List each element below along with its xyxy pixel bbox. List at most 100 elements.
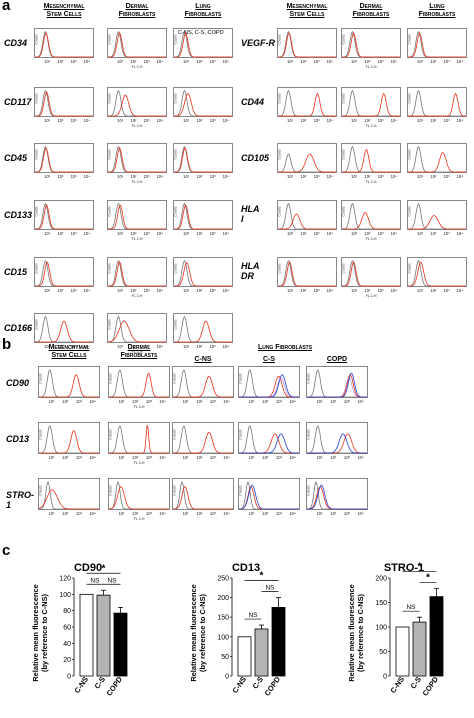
histogram-plot: 10¹ 10² 10³ 10⁴ Counts <box>173 200 233 236</box>
histogram-curve <box>408 215 466 230</box>
histogram-curve <box>108 32 166 58</box>
histogram-plot: 10¹ 10² 10³ 10⁴ Counts <box>38 478 100 516</box>
y-axis-label: Counts <box>173 485 177 496</box>
histogram-plot: 10¹ 10² 10³ 10⁴ Counts <box>407 257 467 293</box>
histogram-plot: 10¹ 10² 10³ 10⁴ Counts <box>172 366 234 404</box>
histogram-curve <box>109 369 169 398</box>
row-label: CD117 <box>4 97 32 107</box>
tick-label: 10¹ <box>119 455 126 460</box>
histogram-curve <box>307 480 367 510</box>
y-axis-label: Counts <box>239 373 243 384</box>
tick-label: 10¹ <box>183 288 190 293</box>
tick-label: 10¹ <box>351 288 358 293</box>
tick-label: 10⁴ <box>157 288 164 293</box>
y-axis-label: Counts <box>408 149 412 160</box>
histogram-curve <box>307 377 367 398</box>
tick-label: 10³ <box>210 455 217 460</box>
significance-label: NS <box>406 604 416 611</box>
category-label: C-S <box>408 675 423 691</box>
y-axis-label: Counts <box>35 263 39 274</box>
tick-label: 10¹ <box>119 511 126 516</box>
row-label: STRO-1 <box>6 490 34 510</box>
y-axis-label: Counts <box>278 149 282 160</box>
histogram-plot: 10¹ 10² 10³ 10⁴ Counts <box>238 478 300 516</box>
y-tick-label: 40 <box>63 641 71 648</box>
x-axis-label: FL 2-H <box>132 65 143 69</box>
tick-label: 10² <box>130 344 137 349</box>
histogram-curve <box>39 425 99 454</box>
histogram-curve <box>342 261 400 287</box>
histogram-curve <box>278 261 336 287</box>
tick-label: 10¹ <box>183 399 190 404</box>
y-axis-label: Relative mean fluorescence <box>189 584 198 681</box>
tick-label: 10² <box>262 455 269 460</box>
histogram-plot: 10¹ 10² 10³ 10⁴ Counts <box>34 313 94 349</box>
histogram-plot: 10¹ 10² 10³ 10⁴ FL 1-H Counts <box>108 478 170 521</box>
histogram-curve <box>278 32 336 58</box>
y-axis-label: Counts <box>109 429 113 440</box>
histogram-plot: 10¹ 10² 10³ 10⁴ Counts <box>407 87 467 123</box>
x-axis-label: FL 2-H <box>132 294 143 298</box>
tick-label: 10³ <box>71 344 78 349</box>
histogram-curve <box>239 375 299 398</box>
tick-label: 10¹ <box>351 231 358 236</box>
histogram-curve <box>39 430 99 454</box>
x-axis-label: FL 2-H <box>366 180 377 184</box>
tick-label: 10³ <box>71 174 78 179</box>
y-axis-label: Counts <box>173 373 177 384</box>
tick-label: 10² <box>430 288 437 293</box>
tick-label: 10⁴ <box>157 344 164 349</box>
histogram-curve <box>278 213 336 230</box>
histogram-plot: 10¹ 10² 10³ 10⁴ Counts <box>173 87 233 123</box>
tick-label: 10¹ <box>287 118 294 123</box>
row-label: HLA I <box>241 204 260 224</box>
column-header: Lung Fibroblasts <box>418 3 456 18</box>
column-header: Mesenchymal Stem Cells <box>286 3 328 18</box>
tick-label: 10³ <box>344 511 351 516</box>
histogram-curve <box>174 147 232 173</box>
histogram-plot: 10¹ 10² 10³ 10⁴ FL 2-H Counts <box>107 200 167 241</box>
y-axis-label: Counts <box>174 34 178 45</box>
histogram-curve <box>108 486 169 510</box>
tick-label: 10³ <box>144 288 151 293</box>
row-label: CD15 <box>4 267 28 277</box>
histogram-curve <box>278 153 336 173</box>
y-axis-label: Counts <box>342 206 346 217</box>
tick-label: 10² <box>196 118 203 123</box>
tick-label: 10² <box>132 399 139 404</box>
histogram-plot: 10¹ 10² 10³ 10⁴ FL 2-H Counts <box>341 87 401 128</box>
histogram-plot: 10¹ 10² 10³ 10⁴ FL 2-H Counts <box>107 257 167 298</box>
tick-label: 10⁴ <box>223 455 230 460</box>
y-tick-label: 50 <box>221 654 229 661</box>
tick-label: 10¹ <box>417 59 424 64</box>
tick-label: 10⁴ <box>223 231 230 236</box>
category-label: C-S <box>250 675 265 691</box>
tick-label: 10⁴ <box>223 344 230 349</box>
histogram-curve <box>35 147 93 173</box>
tick-label: 10² <box>430 231 437 236</box>
y-axis-label: Counts <box>109 485 113 496</box>
tick-label: 10² <box>130 288 137 293</box>
y-tick-label: 200 <box>217 595 229 602</box>
tick-label: 10² <box>300 59 307 64</box>
histogram-curve <box>35 145 93 173</box>
tick-label: 10² <box>130 174 137 179</box>
tick-label: 10⁴ <box>391 174 398 179</box>
histogram-plot: 10¹ 10² 10³ 10⁴ FL 2-H Counts <box>107 143 167 184</box>
tick-label: 10⁴ <box>157 231 164 236</box>
tick-label: 10⁴ <box>327 231 334 236</box>
tick-label: 10³ <box>378 288 385 293</box>
tick-label: 10⁴ <box>457 59 464 64</box>
tick-label: 10² <box>300 174 307 179</box>
histogram-plot: 10¹ 10² 10³ 10⁴ Counts <box>238 422 300 460</box>
tick-label: 10³ <box>444 288 451 293</box>
tick-label: 10³ <box>71 59 78 64</box>
y-axis-label: Relative mean fluorescence <box>31 584 40 681</box>
tick-label: 10¹ <box>317 399 324 404</box>
column-header: C-NS <box>194 356 212 363</box>
histogram-curve <box>408 32 466 58</box>
bar <box>412 621 427 677</box>
y-axis-label: Counts <box>408 93 412 104</box>
tick-label: 10⁴ <box>84 288 91 293</box>
tick-label: 10¹ <box>117 59 124 64</box>
